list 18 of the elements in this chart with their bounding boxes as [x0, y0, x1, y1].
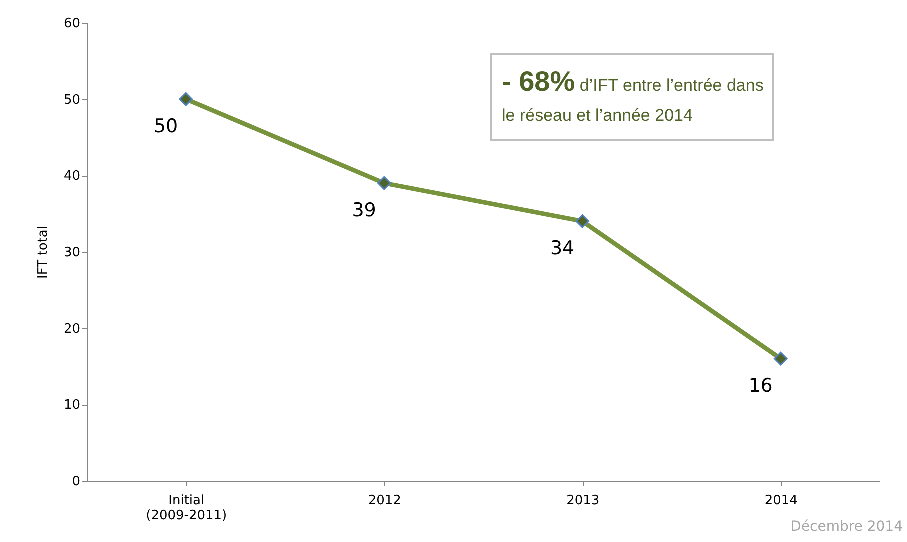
y-tick-label: 0: [72, 474, 80, 490]
x-tick-label: 2014: [764, 494, 798, 508]
data-label: 50: [154, 115, 178, 138]
y-tick-label: 40: [64, 169, 80, 184]
x-tick-label: 2013: [566, 494, 600, 508]
x-tick-label: 2012: [368, 494, 402, 508]
annotation: - 68% d’IFT entre l’entrée dans le réseau et l’année 2014: [490, 53, 774, 140]
y-tick-label: 30: [64, 246, 80, 260]
data-label: 16: [748, 374, 773, 397]
y-tick-label: 10: [64, 398, 80, 414]
data-label: 34: [550, 237, 575, 260]
y-axis-title: IFT total: [36, 226, 51, 279]
x-tick-label: Initial (2009-2011): [146, 494, 228, 524]
text: Décembre 2014: [790, 519, 903, 535]
y-tick-label: 60: [64, 16, 80, 32]
y-tick-label: 50: [64, 92, 80, 108]
data-label: 39: [352, 199, 376, 222]
y-tick-label: 20: [64, 322, 80, 337]
